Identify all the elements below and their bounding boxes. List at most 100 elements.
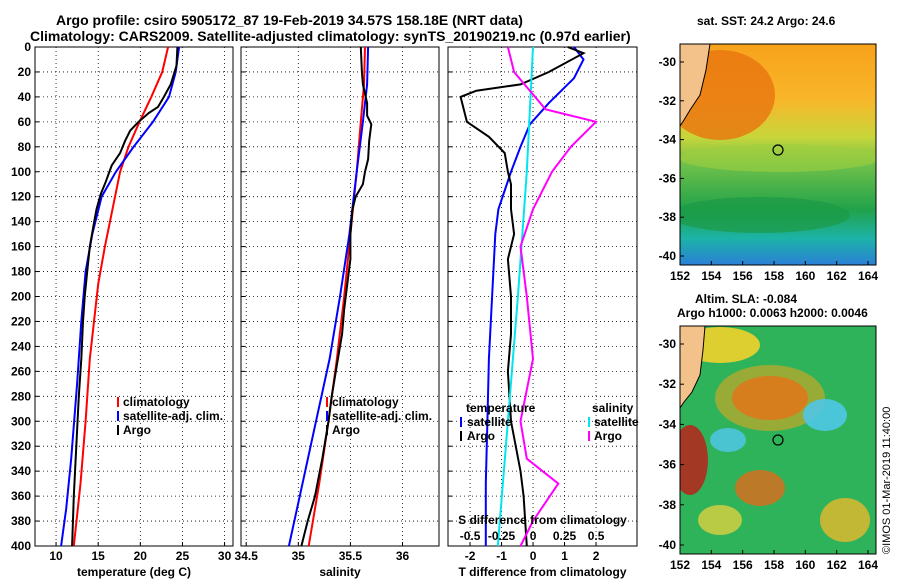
series-line-satellite-adj-clim- xyxy=(287,46,370,547)
y-tick-label: 360 xyxy=(11,489,31,503)
series-line-argo xyxy=(71,46,179,547)
x-axis-label: temperature (deg C) xyxy=(77,565,191,579)
y-tick-label: 380 xyxy=(11,514,31,528)
y-tick-label: 140 xyxy=(11,215,31,229)
y-tick-label: 220 xyxy=(11,314,31,328)
x-tick-label: 36 xyxy=(396,549,410,563)
x-tick-label: 0 xyxy=(530,549,537,563)
panel-temperature: 0 20 40 60 80 100 120 140 160 180 200 220 240 260 280 3… xyxy=(11,40,234,579)
y-tick-label: 160 xyxy=(11,240,31,254)
y-tick-label: 0 xyxy=(24,40,31,54)
map-x-tick-label: 164 xyxy=(858,269,878,283)
legend-entry: Argo xyxy=(123,423,151,437)
argo-location-marker-sla xyxy=(772,434,784,446)
sla-frame xyxy=(679,325,877,555)
map-y-tick-label: -38 xyxy=(659,498,677,512)
map-x-tick-label: 160 xyxy=(795,558,815,572)
legend-entry: satellite xyxy=(594,415,639,429)
x-tick-label: -2 xyxy=(465,549,476,563)
map-y-tick-label: -32 xyxy=(659,94,677,108)
map-x-tick-label: 154 xyxy=(701,269,721,283)
panel-differences: -2 -1 0 1 2 T difference from climatology temp… xyxy=(447,46,639,579)
x-tick-label: 1 xyxy=(561,549,568,563)
secondary-x-tick-label: 0 xyxy=(530,529,537,543)
map-y-tick-label: -36 xyxy=(659,171,677,185)
sst-front xyxy=(680,144,876,172)
y-tick-label: 320 xyxy=(11,439,31,453)
secondary-x-tick-label: -0.25 xyxy=(488,529,516,543)
map-y-tick-label: -30 xyxy=(659,337,677,351)
sla-land xyxy=(680,326,706,409)
y-tick-label: 80 xyxy=(18,140,32,154)
map-x-tick-label: 156 xyxy=(733,269,753,283)
map-x-tick-label: 152 xyxy=(670,269,690,283)
map-x-tick-label: 162 xyxy=(827,269,847,283)
x-tick-label: 34.5 xyxy=(235,549,259,563)
map-x-tick-label: 162 xyxy=(827,558,847,572)
x-tick-label: 20 xyxy=(134,549,148,563)
y-tick-label: 60 xyxy=(18,115,32,129)
map-x-tick-label: 154 xyxy=(701,558,721,572)
x-tick-label: 30 xyxy=(218,549,232,563)
series-line-climatology xyxy=(72,46,170,547)
x-tick-label: 15 xyxy=(92,549,106,563)
y-tick-label: 280 xyxy=(11,389,31,403)
y-tick-label: 200 xyxy=(11,290,31,304)
x-tick-label: 10 xyxy=(49,549,63,563)
secondary-x-tick-label: 0.5 xyxy=(588,529,605,543)
sst-cool-band xyxy=(680,197,850,233)
y-tick-label: 340 xyxy=(11,464,31,478)
y-tick-label: 240 xyxy=(11,339,31,353)
map-x-tick-label: 156 xyxy=(733,558,753,572)
map-x-tick-label: 164 xyxy=(858,558,878,572)
series-line-t-satellite xyxy=(484,46,585,546)
legend-entry: Argo xyxy=(332,423,360,437)
map-x-tick-label: 152 xyxy=(670,558,690,572)
sla-map-axes: 152 154 156 158 160 162 164 -30 -32 -34 -36 -38 -40 xyxy=(659,337,879,572)
legend-heading: salinity xyxy=(592,401,634,415)
legend-entry: climatology xyxy=(332,395,399,409)
map-y-tick-label: -36 xyxy=(659,458,677,472)
y-tick-label: 120 xyxy=(11,190,31,204)
x-tick-label: 2 xyxy=(593,549,600,563)
sst-map-axes: 152 154 156 158 160 162 164 -30 -32 -34 -36 -38 -40 xyxy=(659,55,879,283)
y-tick-label: 180 xyxy=(11,265,31,279)
legend-entry: climatology xyxy=(123,395,190,409)
map-x-tick-label: 160 xyxy=(795,269,815,283)
y-tick-label: 40 xyxy=(18,90,32,104)
sla-south-high xyxy=(735,470,785,506)
sla-low-eddy xyxy=(803,399,847,431)
sst-map xyxy=(679,43,877,266)
argo-location-marker-sst xyxy=(772,144,784,156)
legend-entry: Argo xyxy=(594,429,622,443)
sla-south-west-patch xyxy=(698,505,742,535)
sst-land xyxy=(680,44,711,127)
y-tick-label: 260 xyxy=(11,364,31,378)
x-tick-label: 35 xyxy=(292,549,306,563)
x-tick-label: 35.5 xyxy=(339,549,363,563)
secondary-x-tick-label: -0.5 xyxy=(460,529,481,543)
x-tick-label: 25 xyxy=(176,549,190,563)
sla-coastal-high xyxy=(680,425,708,495)
y-tick-label: 400 xyxy=(11,539,31,553)
y-tick-label: 20 xyxy=(18,65,32,79)
plot-title-line-1: Argo profile: csiro 5905172_87 19-Feb-20… xyxy=(56,12,523,28)
map-y-tick-label: -34 xyxy=(659,417,677,431)
map-x-tick-label: 158 xyxy=(764,558,784,572)
footer-timestamp: ©IMOS 01-Mar-2019 11:40:00 xyxy=(881,406,893,554)
sla-high-eddy-rim xyxy=(715,365,825,431)
x-axis-label: T difference from climatology xyxy=(458,565,626,579)
series-line-s-satellite xyxy=(496,46,534,547)
map-y-tick-label: -40 xyxy=(659,249,677,263)
sla-low-eddy-2 xyxy=(710,428,746,452)
legend-heading: temperature xyxy=(466,401,536,415)
secondary-x-tick-label: 0.25 xyxy=(553,529,577,543)
x-axis-label: salinity xyxy=(319,565,361,579)
legend-entry: Argo xyxy=(467,429,495,443)
series-line-satellite-adj-clim- xyxy=(60,46,181,547)
x-tick-label: -1 xyxy=(496,549,507,563)
